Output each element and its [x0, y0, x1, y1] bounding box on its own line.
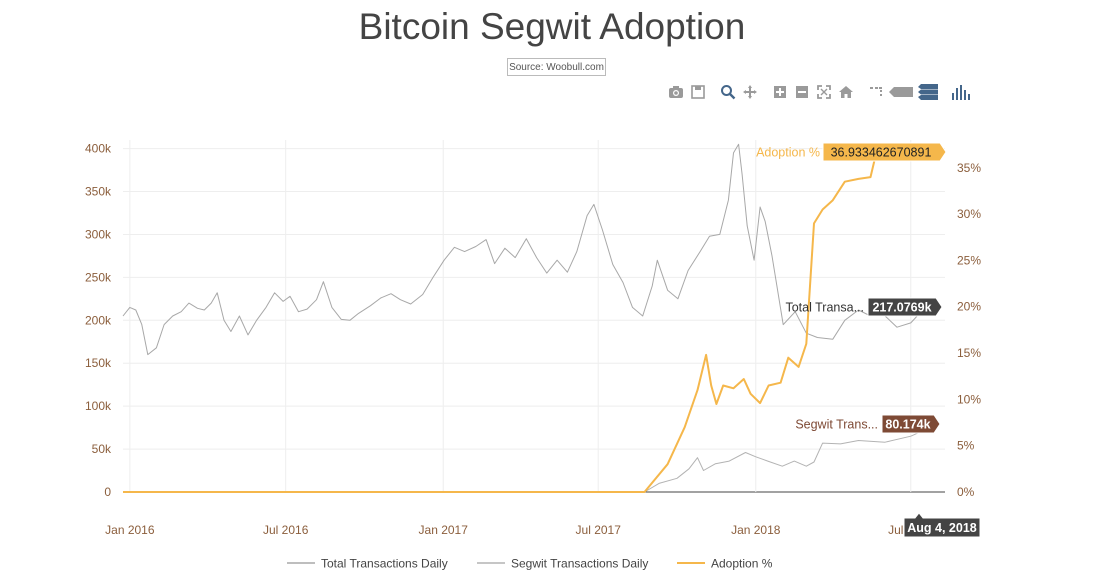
y-right-tick-label: 30%: [957, 207, 981, 221]
y-right-tick-label: 5%: [957, 439, 975, 453]
y-right-tick-label: 10%: [957, 392, 981, 406]
hover-adoption-box: [822, 142, 947, 162]
hover-segwit-value: 80.174k: [885, 418, 930, 432]
y-right-tick-label: 25%: [957, 253, 981, 267]
x-tick-label: Jul 2017: [576, 523, 622, 537]
reset-axes-icon[interactable]: [835, 82, 857, 102]
y-left-tick-label: 200k: [85, 313, 112, 327]
hover-x-label: Aug 4, 2018: [907, 521, 977, 535]
y-right-tick-label: 0%: [957, 485, 975, 499]
x-tick-label: Jul 2018: [888, 523, 934, 537]
x-tick-label: Jan 2018: [731, 523, 781, 537]
hover-segwit-box: [881, 414, 941, 434]
y-left-tick-label: 400k: [85, 142, 112, 156]
hover-closest-icon[interactable]: [887, 82, 915, 102]
y-left-tick-label: 100k: [85, 399, 112, 413]
hover-adoption-value: 36.933462670891: [831, 146, 932, 160]
hover-adoption-label: Adoption %: [756, 146, 820, 160]
zoom-out-icon[interactable]: [791, 82, 813, 102]
spike-lines-icon[interactable]: [865, 82, 887, 102]
y-right-tick-label: 15%: [957, 346, 981, 360]
hover-total-label: Total Transa...: [785, 301, 864, 315]
y-left-tick-label: 150k: [85, 356, 112, 370]
legend-item-label: Total Transactions Daily: [321, 557, 448, 571]
x-tick-label: Jul 2016: [263, 523, 309, 537]
save-icon[interactable]: [687, 82, 709, 102]
zoom-icon[interactable]: [717, 82, 739, 102]
pan-icon[interactable]: [739, 82, 761, 102]
series-segwit-transactions: [123, 422, 941, 493]
y-left-tick-label: 250k: [85, 270, 112, 284]
zoom-in-icon[interactable]: [769, 82, 791, 102]
y-left-tick-label: 0: [104, 485, 111, 499]
legend-item-label: Segwit Transactions Daily: [511, 557, 648, 571]
y-left-tick-label: 50k: [92, 442, 112, 456]
x-tick-label: Jan 2016: [105, 523, 155, 537]
autoscale-icon[interactable]: [813, 82, 835, 102]
x-tick-label: Jan 2017: [419, 523, 469, 537]
hover-total-box: [867, 297, 943, 317]
y-right-tick-label: 35%: [957, 161, 981, 175]
hover-x-box: [903, 512, 981, 538]
series-adoption: [123, 144, 880, 493]
hover-segwit-label: Segwit Trans...: [795, 418, 878, 432]
legend-item-label: Adoption %: [711, 557, 773, 571]
source-link[interactable]: Source: Woobull.com: [507, 58, 606, 76]
bars-icon[interactable]: [949, 82, 975, 102]
y-right-tick-label: 20%: [957, 300, 981, 314]
camera-icon[interactable]: [665, 82, 687, 102]
series-total-transactions: [122, 143, 941, 356]
chart-toolbar: [665, 82, 975, 102]
y-left-tick-label: 300k: [85, 227, 112, 241]
y-left-tick-label: 350k: [85, 185, 112, 199]
hover-compare-icon[interactable]: [915, 82, 941, 102]
hover-total-value: 217.0769k: [872, 301, 931, 315]
chart-title: Bitcoin Segwit Adoption: [358, 6, 746, 47]
